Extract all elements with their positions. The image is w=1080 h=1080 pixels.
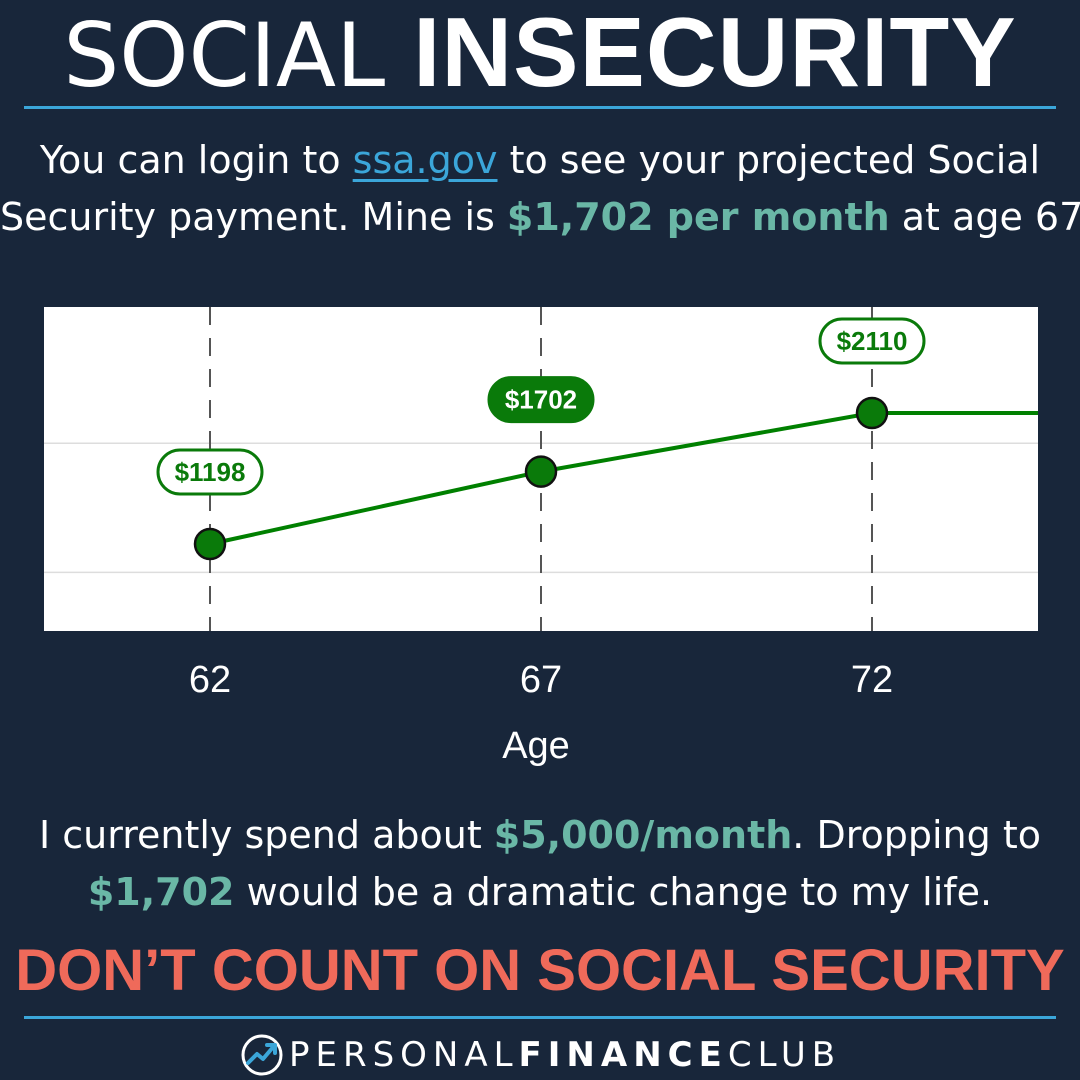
trend-up-logo-icon xyxy=(241,1034,283,1076)
benefit-chart: $1198 $1702 $2110 62 67 72 Age xyxy=(44,307,1038,767)
x-ticks: 62 67 72 xyxy=(189,659,893,701)
title-light-word: SOCIAL xyxy=(63,4,386,107)
title-divider xyxy=(24,106,1056,109)
x-tick-label-72: 72 xyxy=(851,659,893,701)
data-label-text: $1702 xyxy=(505,385,577,415)
data-label-box xyxy=(156,448,264,496)
payment-highlight: $1,702 xyxy=(87,870,235,914)
spending-line-1: I currently spend about $5,000/month. Dr… xyxy=(39,813,1041,857)
ssa-gov-link[interactable]: ssa.gov xyxy=(352,138,498,182)
spending-line-2: $1,702 would be a dramatic change to my … xyxy=(87,870,993,914)
data-point-age-62 xyxy=(193,527,227,561)
title-bold-word: INSECURITY xyxy=(413,0,1017,107)
x-tick-label-62: 62 xyxy=(189,659,231,701)
series-line xyxy=(209,411,1038,546)
intro-highlight: $1,702 per month xyxy=(506,195,890,239)
page-title: SOCIAL INSECURITY xyxy=(0,3,1080,107)
benefit-line xyxy=(209,411,1038,546)
spending-text: I currently spend about $5,000/month. Dr… xyxy=(0,807,1080,921)
intro-line-2: Security payment. Mine is $1,702 per mon… xyxy=(0,195,1080,239)
intro-line-1: You can login to ssa.gov to see your pro… xyxy=(39,138,1041,182)
warning-headline: DON’T COUNT ON SOCIAL SECURITY xyxy=(15,938,1065,1003)
data-label-age-62: $1198 xyxy=(156,448,264,496)
data-label-box xyxy=(487,376,595,424)
intro-text: You can login to ssa.gov to see your pro… xyxy=(0,132,1080,246)
footer-divider xyxy=(24,1016,1056,1019)
spending-highlight: $5,000/month xyxy=(493,813,793,857)
x-tick-label-67: 67 xyxy=(520,659,562,701)
x-axis-label: Age xyxy=(502,725,570,767)
data-point-age-67 xyxy=(524,455,558,488)
data-label-age-67: $1702 xyxy=(487,376,595,424)
data-label-box xyxy=(818,317,926,365)
brand-name: PERSONALFINANCECLUB xyxy=(288,1035,842,1075)
data-points xyxy=(193,396,889,561)
data-label-text: $2110 xyxy=(837,326,908,356)
data-point-age-72 xyxy=(855,396,889,430)
footer-brand: PERSONALFINANCECLUB xyxy=(0,1030,1080,1080)
data-label-age-72: $2110 xyxy=(818,317,926,365)
data-label-text: $1198 xyxy=(175,457,246,487)
data-labels: $1198 $1702 $2110 xyxy=(156,317,926,496)
